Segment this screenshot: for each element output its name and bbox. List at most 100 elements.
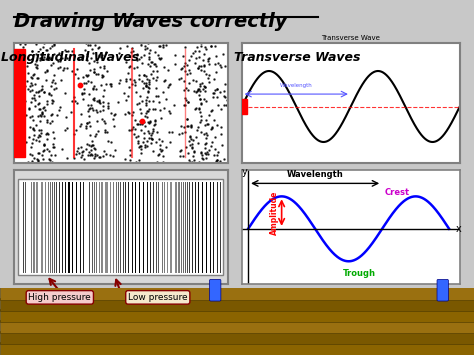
Point <box>73 100 81 106</box>
Point <box>187 123 195 129</box>
Bar <box>113 182 114 273</box>
Point <box>40 105 47 111</box>
Point <box>161 106 168 111</box>
Point <box>104 138 112 144</box>
Point <box>28 158 36 164</box>
Bar <box>27 182 28 273</box>
Point <box>90 85 97 91</box>
Bar <box>156 182 157 273</box>
Point <box>156 147 164 152</box>
Point <box>45 148 53 153</box>
Point <box>187 124 195 130</box>
Point <box>109 153 117 159</box>
Bar <box>29 182 30 273</box>
Point <box>196 81 204 87</box>
Point <box>144 40 152 46</box>
Point <box>135 76 142 82</box>
Point <box>28 82 36 88</box>
Bar <box>59 182 60 273</box>
Point <box>188 146 195 151</box>
Point <box>27 124 34 130</box>
Point <box>85 120 93 125</box>
Point <box>190 149 198 155</box>
Point <box>80 156 87 162</box>
Point <box>37 88 45 93</box>
Point <box>27 88 35 93</box>
Point <box>85 113 92 119</box>
Point <box>15 83 23 89</box>
Point <box>142 110 150 116</box>
Point <box>23 139 30 145</box>
Point <box>62 115 70 120</box>
Point <box>27 114 34 120</box>
Point <box>91 42 99 48</box>
Point <box>185 80 193 86</box>
Point <box>194 65 202 71</box>
Point <box>151 122 158 128</box>
Point <box>76 123 84 129</box>
Point <box>102 151 109 157</box>
Point <box>216 89 224 94</box>
Point <box>90 107 97 113</box>
Point <box>81 81 88 86</box>
Point <box>130 66 137 71</box>
Point <box>192 78 200 84</box>
Point <box>189 144 196 150</box>
Point <box>32 137 40 143</box>
Point <box>131 79 139 84</box>
Point <box>155 137 163 142</box>
Text: Wavelength: Wavelength <box>280 83 313 88</box>
Point <box>40 89 47 94</box>
Point <box>181 60 188 66</box>
Point <box>63 65 71 71</box>
Point <box>71 94 78 100</box>
Point <box>43 132 50 137</box>
Point <box>39 45 46 50</box>
Point <box>209 139 216 145</box>
Point <box>201 151 209 156</box>
Point <box>221 94 228 100</box>
Point <box>60 65 67 71</box>
Point <box>79 96 87 102</box>
Point <box>146 79 153 85</box>
Point <box>122 59 130 65</box>
Point <box>82 124 89 129</box>
Point <box>47 92 55 98</box>
Point <box>23 64 30 69</box>
Point <box>184 99 192 105</box>
Point <box>214 102 222 108</box>
Point <box>126 147 134 153</box>
Point <box>135 157 143 163</box>
Point <box>146 63 154 69</box>
Point <box>101 128 109 133</box>
Point <box>21 41 29 47</box>
Point <box>99 99 107 105</box>
Bar <box>192 182 193 273</box>
Point <box>142 82 150 87</box>
Point <box>145 119 152 124</box>
Point <box>96 109 104 114</box>
Point <box>98 82 105 88</box>
Point <box>214 149 221 155</box>
Point <box>123 97 130 103</box>
Point <box>145 56 153 61</box>
Point <box>200 86 207 92</box>
Point <box>43 146 50 152</box>
Point <box>181 78 188 84</box>
Point <box>34 134 42 140</box>
Point <box>220 93 228 99</box>
Point <box>149 106 156 111</box>
Point <box>19 44 27 50</box>
Point <box>36 138 43 143</box>
Point <box>182 85 190 91</box>
Point <box>83 57 91 62</box>
Point <box>154 129 161 135</box>
Point <box>72 99 79 104</box>
Point <box>48 159 55 165</box>
Bar <box>46 182 47 273</box>
Point <box>37 130 45 136</box>
Point <box>157 55 165 61</box>
Point <box>186 135 193 140</box>
Point <box>40 148 48 153</box>
Point <box>13 94 20 99</box>
